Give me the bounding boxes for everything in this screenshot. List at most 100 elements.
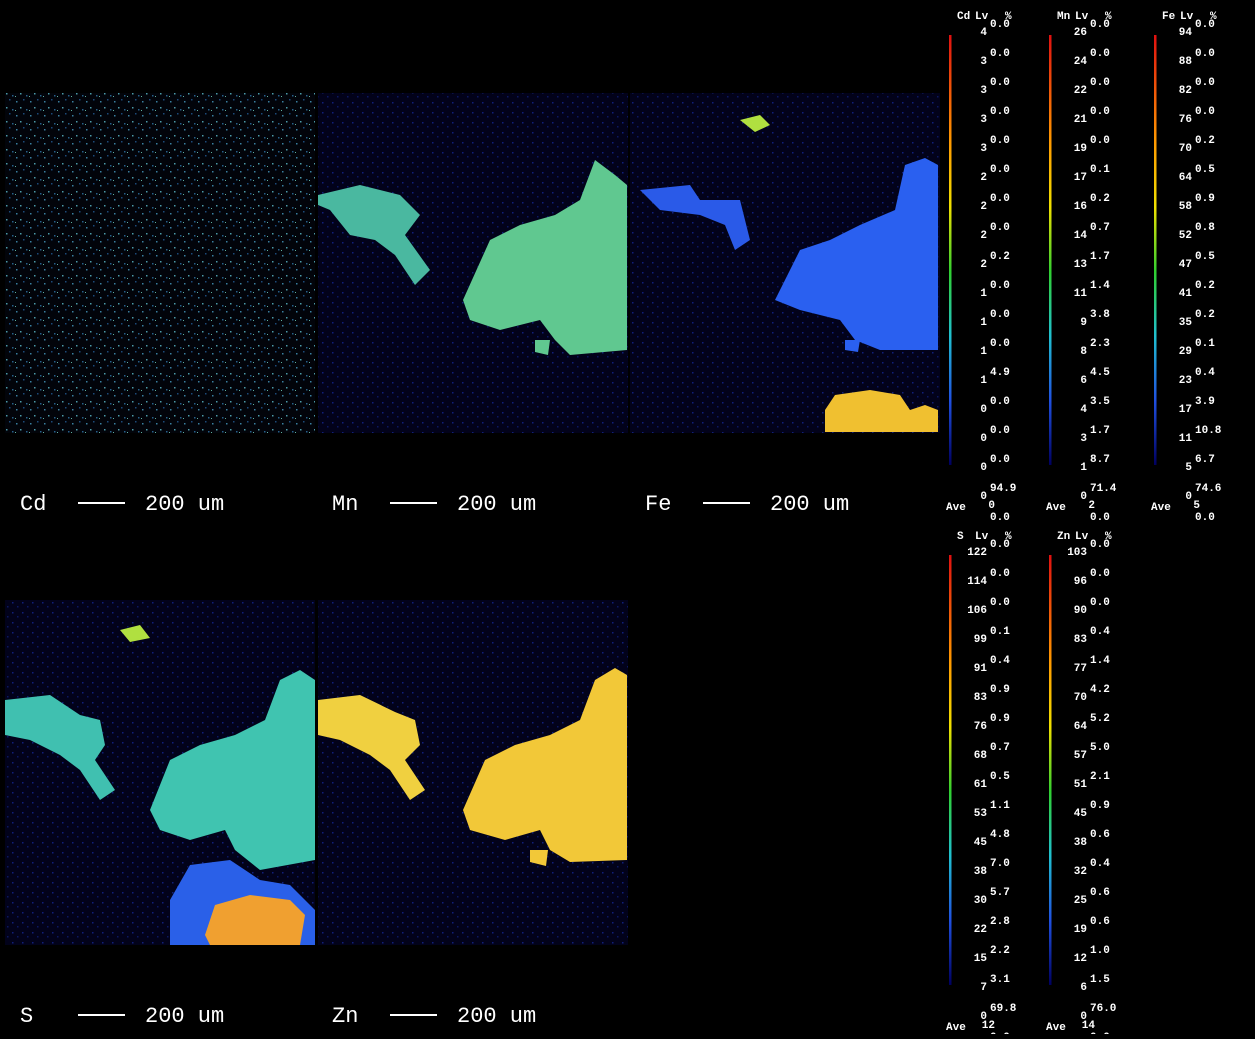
map-element: S xyxy=(20,1004,33,1029)
map-image xyxy=(630,93,940,433)
legend-percent: 0.0 xyxy=(1195,106,1215,118)
legend-percent: 0.7 xyxy=(990,742,1010,754)
legend-percent: 0.0 xyxy=(990,77,1010,89)
legend-level: 94 xyxy=(1179,27,1193,39)
legend-percent: 94.9 xyxy=(990,483,1016,495)
legend-level: 57 xyxy=(1074,750,1087,762)
legend-percent: 2.8 xyxy=(990,916,1010,928)
legend-percent: 0.4 xyxy=(1090,858,1110,870)
legend-percent: 5.2 xyxy=(1090,713,1110,725)
legend-percent: 0.0 xyxy=(990,568,1010,580)
legend-level: 9 xyxy=(1080,317,1087,329)
legend-percent: 0.5 xyxy=(990,771,1010,783)
legend-percent: 1.7 xyxy=(1090,425,1110,437)
map-element: Mn xyxy=(332,492,358,517)
legend-percent: 3.8 xyxy=(1090,309,1110,321)
legend-level: 2 xyxy=(980,259,987,271)
legend-level: 77 xyxy=(1074,663,1087,675)
legend-level: 99 xyxy=(974,634,987,646)
legend-level: 2 xyxy=(980,172,987,184)
ave-value: 0 xyxy=(988,500,995,512)
legend-level: 47 xyxy=(1179,259,1192,271)
legend-percent: 0.0 xyxy=(1195,19,1215,31)
legend-percent: 0.0 xyxy=(1195,512,1215,524)
legend-percent: 0.6 xyxy=(1090,916,1110,928)
legend-lv-header: Lv xyxy=(975,531,989,543)
legend-percent: 0.1 xyxy=(1090,164,1110,176)
legend-level: 83 xyxy=(1074,634,1088,646)
legend-level: 83 xyxy=(974,692,988,704)
legend-level: 0 xyxy=(980,404,987,416)
legend-level: 16 xyxy=(1074,201,1087,213)
legend-percent: 5.0 xyxy=(1090,742,1110,754)
legend-percent: 0.0 xyxy=(990,48,1010,60)
legend-level: 38 xyxy=(1074,837,1088,849)
legend-level: 2 xyxy=(980,201,987,213)
legend-percent: 1.7 xyxy=(1090,251,1110,263)
eds-maps: Cd200 umMn200 umFe200 umS200 umZn200 umC… xyxy=(0,0,1255,1034)
legend-percent: 4.2 xyxy=(1090,684,1110,696)
legend-level: 15 xyxy=(974,953,988,965)
legend-level: 3 xyxy=(980,143,987,155)
legend-level: 38 xyxy=(974,866,988,878)
ave-value: 12 xyxy=(982,1020,995,1032)
legend-level: 0 xyxy=(1185,491,1192,503)
legend-level: 76 xyxy=(1179,114,1192,126)
legend-level: 45 xyxy=(1074,808,1088,820)
legend-percent: 0.5 xyxy=(1195,164,1215,176)
legend-level: 103 xyxy=(1067,547,1087,559)
ave-value: 14 xyxy=(1082,1020,1096,1032)
ave-label: Ave xyxy=(1046,1022,1066,1034)
legend-percent: 0.8 xyxy=(1195,222,1215,234)
legend-element: Fe xyxy=(1162,11,1176,23)
legend-percent: 2.3 xyxy=(1090,338,1110,350)
legend-percent: 0.0 xyxy=(1090,135,1110,147)
legend-percent: 76.0 xyxy=(1090,1003,1116,1015)
legend-level: 4 xyxy=(1080,404,1087,416)
legend-percent: 8.7 xyxy=(1090,454,1110,466)
scale-label: 200 um xyxy=(770,492,849,517)
legend-percent: 0.1 xyxy=(1195,338,1215,350)
legend-level: 76 xyxy=(974,721,987,733)
legend-percent: 0.2 xyxy=(1195,309,1215,321)
legend-percent: 3.5 xyxy=(1090,396,1110,408)
map-element: Cd xyxy=(20,492,46,517)
legend-percent: 1.1 xyxy=(990,800,1010,812)
legend-level: 1 xyxy=(1080,462,1087,474)
map-image xyxy=(5,93,315,433)
legend-level: 6 xyxy=(1080,375,1087,387)
legend-level: 19 xyxy=(1074,924,1087,936)
legend-percent: 0.5 xyxy=(1195,251,1215,263)
legend-level: 90 xyxy=(1074,605,1087,617)
legend-level: 0 xyxy=(980,462,987,474)
legend-level: 53 xyxy=(974,808,988,820)
legend-level: 51 xyxy=(1074,779,1088,791)
legend-level: 1 xyxy=(980,375,987,387)
legend-percent: 0.4 xyxy=(1195,367,1215,379)
legend-level: 0 xyxy=(980,491,987,503)
legend-level: 41 xyxy=(1179,288,1193,300)
legend-percent: 0.0 xyxy=(990,106,1010,118)
legend-percent: 0.9 xyxy=(1090,800,1110,812)
legend-percent: 0.0 xyxy=(1090,77,1110,89)
legend-percent: 0.0 xyxy=(1090,512,1110,524)
legend-percent: 6.7 xyxy=(1195,454,1215,466)
legend-lv-header: Lv xyxy=(1075,531,1089,543)
legend-percent: 0.0 xyxy=(1090,106,1110,118)
legend-level: 61 xyxy=(974,779,988,791)
legend-percent: 0.0 xyxy=(990,164,1010,176)
scale-label: 200 um xyxy=(145,492,224,517)
legend-level: 11 xyxy=(1074,288,1088,300)
legend-level: 52 xyxy=(1179,230,1192,242)
legend-percent: 0.9 xyxy=(990,684,1010,696)
legend-percent: 0.0 xyxy=(1090,568,1110,580)
legend-level: 64 xyxy=(1179,172,1193,184)
legend-percent: 0.0 xyxy=(990,309,1010,321)
legend-percent: 0.0 xyxy=(1195,48,1215,60)
legend-level: 96 xyxy=(1074,576,1087,588)
legend-percent: 2.1 xyxy=(1090,771,1110,783)
legend-percent: 0.0 xyxy=(990,539,1010,551)
legend-percent: 0.1 xyxy=(990,626,1010,638)
legend-level: 3 xyxy=(980,114,987,126)
ave-value: 5 xyxy=(1193,500,1200,512)
